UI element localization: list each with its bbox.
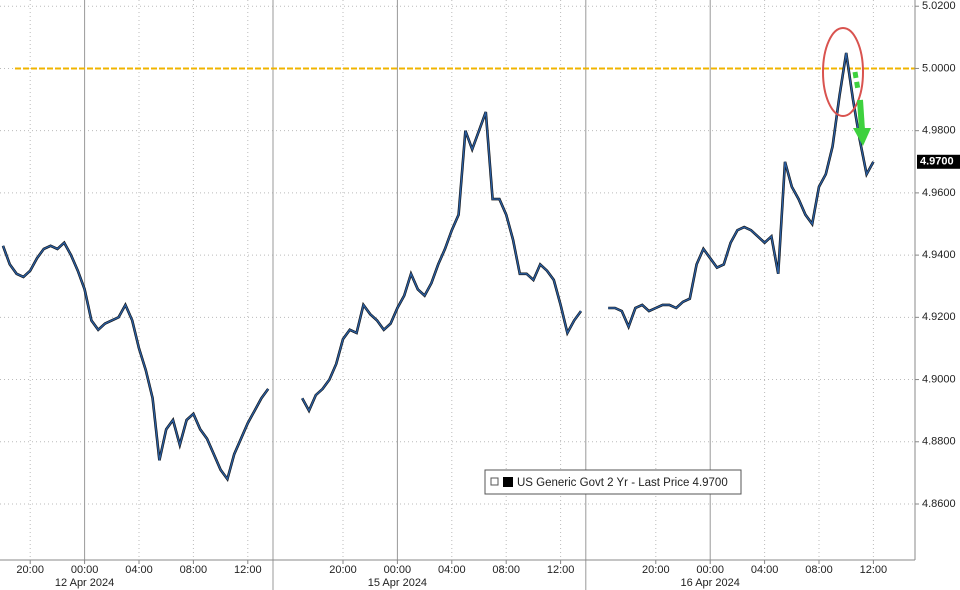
x-date-label: 12 Apr 2024 <box>55 577 114 589</box>
y-tick-label: 4.9800 <box>922 125 956 137</box>
x-tick-label: 12:00 <box>860 564 888 576</box>
x-tick-label: 20:00 <box>16 564 44 576</box>
x-tick-label: 20:00 <box>329 564 357 576</box>
y-tick-label: 4.9200 <box>922 311 956 323</box>
y-tick-label: 5.0000 <box>922 62 956 74</box>
x-tick-label: 00:00 <box>71 564 99 576</box>
arrow-head <box>853 128 871 146</box>
x-tick-label: 12:00 <box>234 564 262 576</box>
arrow-shaft <box>857 99 865 131</box>
x-tick-label: 04:00 <box>751 564 779 576</box>
legend: US Generic Govt 2 Yr - Last Price 4.9700 <box>484 469 742 495</box>
y-tick-label: 4.8800 <box>922 436 956 448</box>
x-tick-label: 08:00 <box>180 564 208 576</box>
y-tick-label: 4.9600 <box>922 187 956 199</box>
x-tick-label: 00:00 <box>384 564 412 576</box>
x-date-label: 15 Apr 2024 <box>368 577 427 589</box>
legend-box <box>484 469 742 495</box>
x-tick-label: 00:00 <box>696 564 724 576</box>
legend-label: US Generic Govt 2 Yr - Last Price 4.9700 <box>517 477 728 489</box>
legend-swatch <box>503 477 513 487</box>
plot <box>1 52 915 483</box>
x-tick-label: 08:00 <box>492 564 520 576</box>
last-price-label: 4.9700 <box>920 156 954 168</box>
last-price-tag <box>917 154 960 169</box>
highlight-circle <box>822 27 864 117</box>
x-tick-label: 12:00 <box>547 564 575 576</box>
y-tick-label: 4.8600 <box>922 498 956 510</box>
y-tick-label: 4.9400 <box>922 249 956 261</box>
legend-icon <box>490 477 499 486</box>
x-tick-label: 04:00 <box>438 564 466 576</box>
down-arrow <box>852 71 871 146</box>
y-tick-label: 4.9000 <box>922 373 956 385</box>
x-tick-label: 04:00 <box>125 564 153 576</box>
x-tick-label: 20:00 <box>642 564 670 576</box>
price-line <box>2 52 875 481</box>
x-date-label: 16 Apr 2024 <box>681 577 740 589</box>
arrow-shaft <box>852 71 861 91</box>
x-tick-label: 08:00 <box>805 564 833 576</box>
y-tick-label: 5.0200 <box>922 0 956 12</box>
